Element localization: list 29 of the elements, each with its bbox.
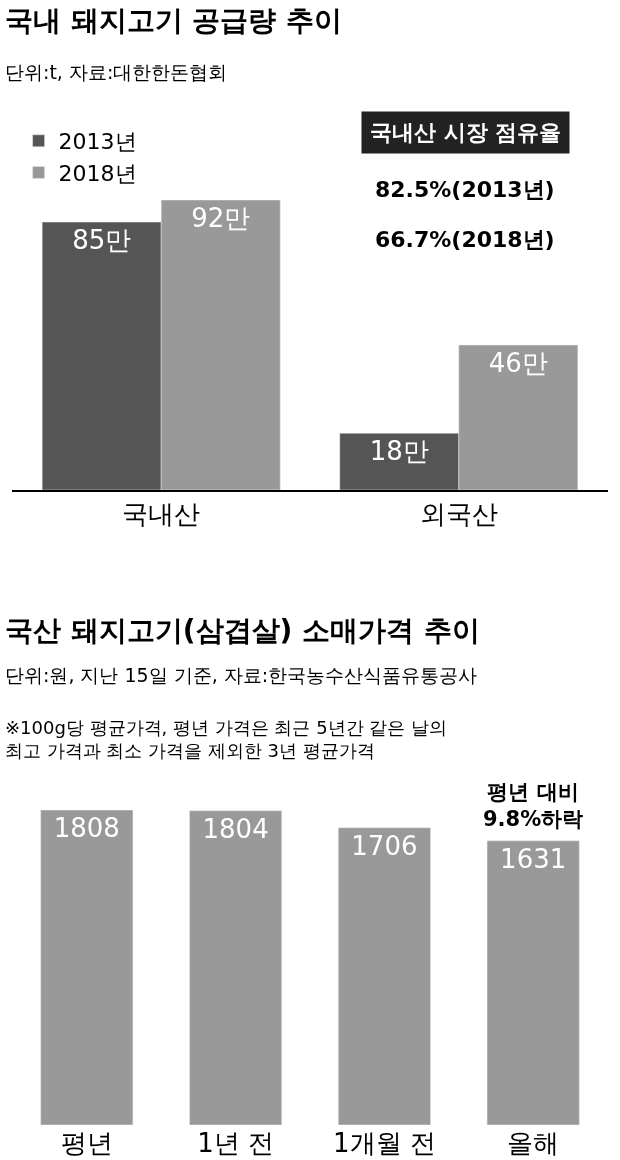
x-tick-label: 평년 [60,1128,113,1158]
chart-subtitle: 단위:t, 자료:대한한돈협회 [5,61,228,83]
x-tick-label: 국내산 [122,499,201,530]
x-tick-label: 1개월 전 [332,1128,436,1158]
bar [486,840,580,1125]
bar [189,810,282,1125]
chart-subtitle: 단위:원, 지난 15일 기준, 자료:한국농수산식품유통공사 [5,664,478,686]
annotation: 평년 대비 9.8%하락 [483,780,584,832]
legend-label: 2013년 [58,129,137,155]
data-label: 46만 [488,348,548,378]
data-label: 18만 [369,436,429,467]
text: 국내산 시장 점유율 [370,120,562,145]
annotation: 82.5%(2013년) [375,177,555,202]
legend-label: 2018년 [58,160,137,186]
chart-title: 국산 돼지고기(삼겹살) 소매가격 추이 [5,614,480,647]
x-tick-label: 외국산 [419,499,498,530]
data-label: 1804 [202,813,269,844]
data-label: 92만 [191,203,251,233]
bar [40,810,134,1125]
x-tick-label: 1년 전 [197,1128,275,1158]
data-label: 1808 [53,813,120,843]
data-label: 1706 [351,830,418,861]
annotation: 66.7%(2018년) [375,227,555,252]
bar [338,827,431,1125]
data-label: 85만 [72,225,132,256]
text: ※100g당 평균가격, 평년 가격은 최근 5년간 같은 날의 최고 가격과 최소 가격을 제외한 3년 평균가격 [5,717,448,762]
data-label: 1631 [500,843,567,874]
chart-title: 국내 돼지고기 공급량 추이 [5,4,343,37]
x-tick-label: 올해 [507,1128,560,1158]
